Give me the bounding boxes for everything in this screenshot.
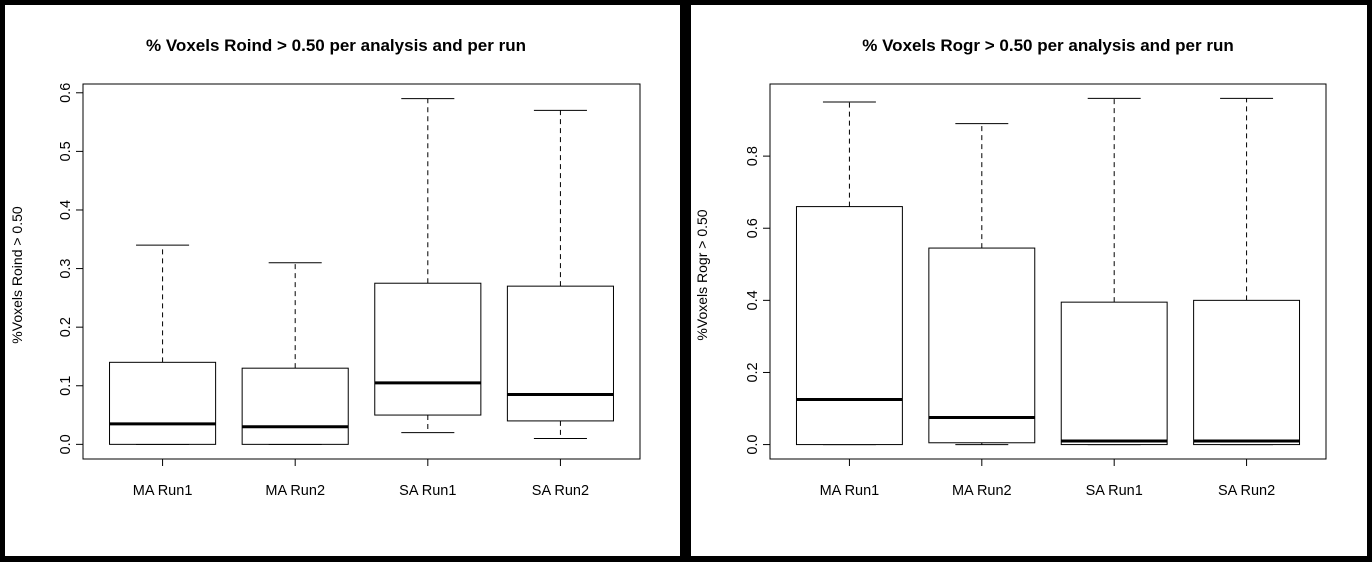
box-sa-run2: [1193, 97, 1301, 446]
chart-title: % Voxels Roind > 0.50 per analysis and p…: [146, 36, 526, 55]
plot-marks: 0.0 0.2 0.4 0.6 0.8 MA Run1 MA Run2 SA Run1 SA R…: [745, 97, 1301, 499]
box-sa-run1: [374, 98, 482, 434]
box-body: [506, 285, 614, 422]
y-tick-label: 0.1: [58, 376, 74, 396]
y-tick-label: 0.2: [745, 362, 761, 382]
plot-frame: [82, 83, 641, 460]
y-axis-label: %Voxels Roind > 0.50: [9, 206, 25, 344]
box-body: [109, 361, 217, 445]
box-body: [1193, 299, 1301, 446]
y-tick-label: 0.0: [58, 434, 74, 454]
box-ma-run2: [928, 123, 1036, 446]
box-sa-run2: [506, 109, 614, 439]
y-tick-label: 0.5: [58, 141, 74, 161]
y-tick-label: 0.0: [745, 434, 761, 454]
box-ma-run2: [241, 262, 349, 445]
box-body: [374, 282, 482, 416]
chart-panel-rogr: % Voxels Rogr > 0.50 per analysis and pe…: [691, 5, 1367, 556]
box-ma-run1: [109, 244, 217, 445]
x-tick-label: MA Run2: [952, 483, 1012, 499]
x-tick-label: SA Run1: [399, 483, 456, 499]
box-ma-run1: [795, 101, 903, 446]
plot-marks: 0.0 0.1 0.2 0.3 0.4 0.5 0.6 MA Run1 MA Run2 SA Ru…: [58, 83, 614, 499]
x-tick-label: SA Run2: [1218, 483, 1275, 499]
box-sa-run1: [1060, 97, 1168, 446]
x-tick-label: SA Run1: [1086, 483, 1143, 499]
x-tick-label: SA Run2: [532, 483, 589, 499]
boxplot-rogr: % Voxels Rogr > 0.50 per analysis and pe…: [694, 36, 1327, 499]
y-axis-label: %Voxels Rogr > 0.50: [694, 209, 710, 340]
box-body: [241, 367, 349, 445]
boxplot-roind: % Voxels Roind > 0.50 per analysis and p…: [9, 36, 641, 499]
chart-title: % Voxels Rogr > 0.50 per analysis and pe…: [862, 36, 1233, 55]
y-tick-label: 0.2: [58, 317, 74, 337]
x-tick-label: MA Run1: [133, 483, 193, 499]
y-tick-label: 0.6: [58, 83, 74, 103]
x-tick-label: MA Run1: [820, 483, 880, 499]
y-tick-label: 0.8: [745, 146, 761, 166]
plot-frame: [769, 83, 1327, 460]
y-tick-label: 0.4: [745, 290, 761, 310]
chart-panel-roind: % Voxels Roind > 0.50 per analysis and p…: [5, 5, 680, 556]
x-tick-label: MA Run2: [265, 483, 325, 499]
box-body: [1060, 301, 1168, 446]
y-tick-label: 0.4: [58, 200, 74, 220]
y-tick-label: 0.6: [745, 218, 761, 238]
box-body: [928, 247, 1036, 444]
box-body: [795, 206, 903, 446]
y-tick-label: 0.3: [58, 258, 74, 278]
